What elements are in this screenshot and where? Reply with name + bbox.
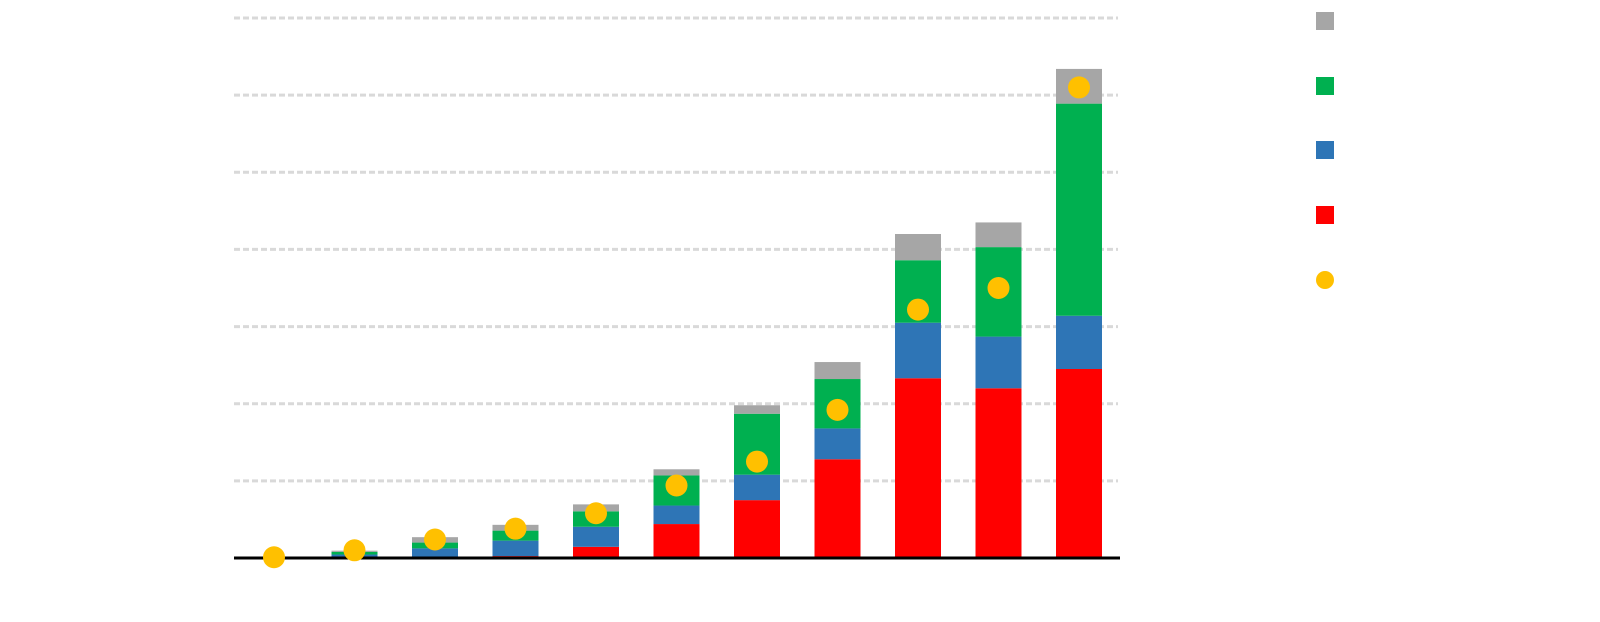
legend-swatch-gray: [1316, 12, 1334, 30]
bar-segment-1: [734, 474, 780, 501]
legend-swatch-gold: [1316, 271, 1334, 289]
bar-segment-0: [814, 459, 861, 558]
overlay-point: [504, 517, 527, 540]
bar-segment-0: [975, 388, 1022, 558]
overlay-point: [424, 528, 446, 551]
bar-segment-3: [734, 405, 780, 414]
legend-item-gray: [1316, 12, 1556, 32]
legend-swatch-red: [1316, 206, 1334, 224]
bar-segment-3: [895, 234, 941, 261]
bar-segment-1: [895, 322, 941, 379]
bar-segment-3: [653, 469, 700, 476]
legend-swatch-blue: [1316, 141, 1334, 159]
bar-segment-1: [573, 526, 619, 547]
bar-segment-1: [975, 336, 1022, 389]
bar-segment-3: [975, 222, 1022, 248]
legend-swatch-green: [1316, 77, 1334, 95]
bar-segment-2: [1056, 103, 1102, 316]
overlay-point: [987, 277, 1010, 299]
overlay-point: [826, 398, 849, 421]
legend-item-blue: [1316, 141, 1556, 161]
overlay-point: [1068, 76, 1090, 99]
overlay-point: [585, 502, 607, 525]
overlay-point: [746, 450, 768, 473]
bar-segment-0: [734, 500, 780, 558]
overlay-point: [263, 546, 285, 569]
bar-segment-1: [814, 428, 861, 460]
bar-segment-0: [1056, 369, 1102, 558]
overlay-point: [343, 539, 366, 562]
bar-segment-1: [412, 548, 458, 558]
legend-item-red: [1316, 206, 1556, 226]
bar-segment-3: [814, 362, 861, 380]
legend-item-gold: [1316, 271, 1556, 291]
legend: [1316, 12, 1576, 312]
bar-segment-0: [895, 378, 941, 558]
bar-segment-1: [1056, 315, 1102, 369]
overlay-point: [907, 298, 929, 321]
bar-segment-0: [653, 524, 700, 558]
legend-item-green: [1316, 77, 1556, 97]
bar-segment-1: [653, 505, 700, 525]
bar-segment-0: [573, 546, 619, 558]
overlay-point: [665, 474, 688, 497]
bar-segment-1: [492, 540, 539, 557]
